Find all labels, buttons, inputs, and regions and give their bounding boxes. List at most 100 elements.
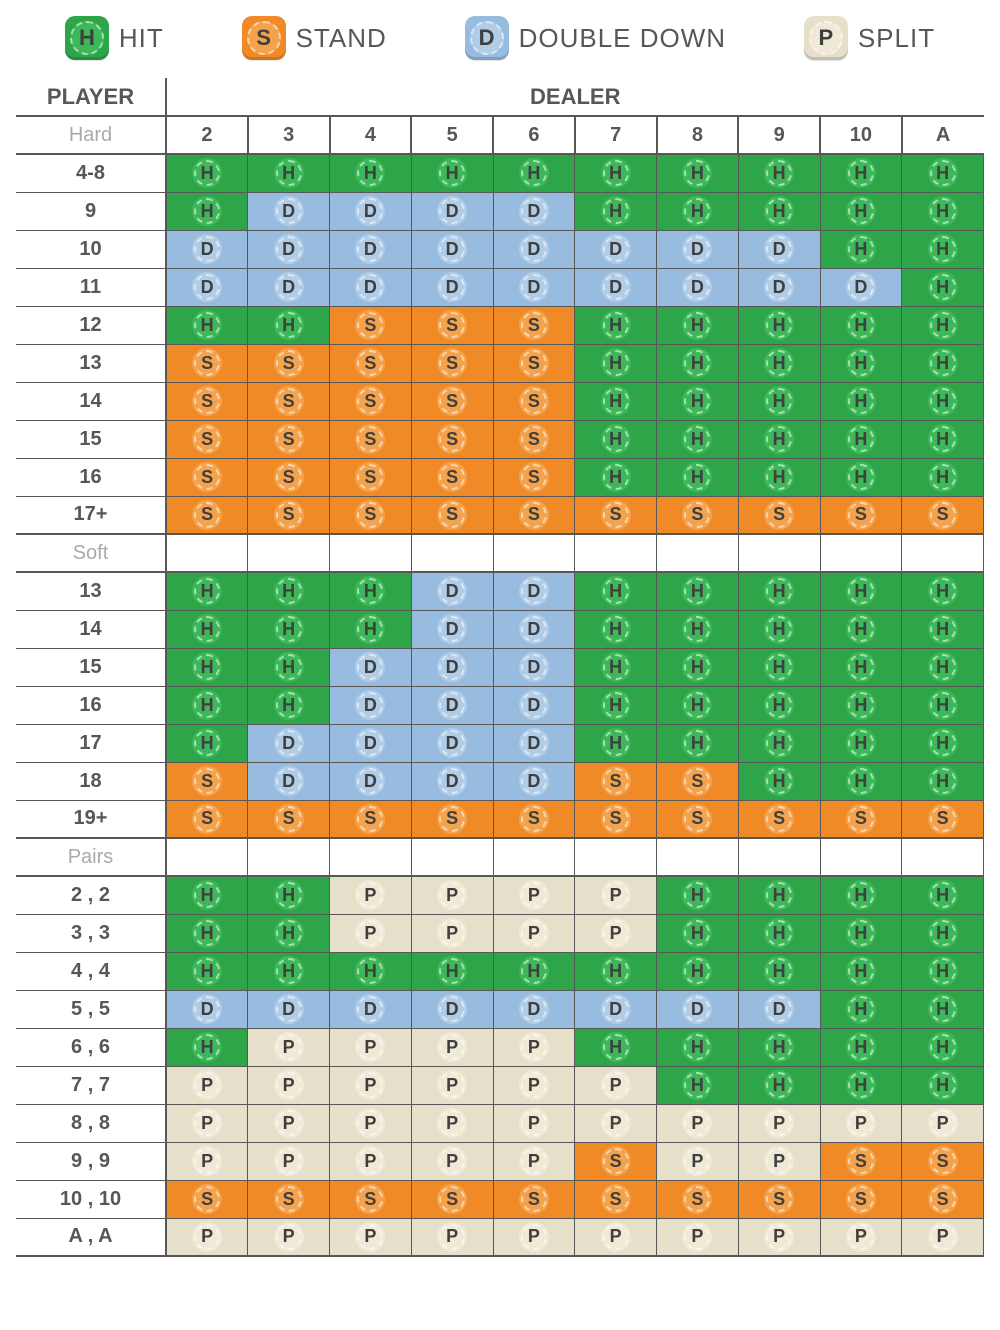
legend-item: PSPLIT [804, 16, 935, 60]
chip-S: S [519, 386, 549, 416]
legend-badge-D: D [465, 16, 509, 60]
chip-H: H [928, 310, 958, 340]
chip-P: P [519, 880, 549, 910]
chip-D: D [519, 614, 549, 644]
spacer-cell [330, 838, 412, 876]
row-label: A , A [16, 1218, 166, 1256]
action-cell-P: P [575, 1218, 657, 1256]
chip-H: H [192, 614, 222, 644]
action-cell-H: H [738, 686, 820, 724]
chip-H: H [601, 614, 631, 644]
chip-S: S [192, 500, 222, 530]
chip-P: P [437, 918, 467, 948]
chip-H: H [846, 994, 876, 1024]
action-cell-H: H [657, 382, 739, 420]
spacer-cell [248, 838, 330, 876]
chip-S: S [846, 804, 876, 834]
chip-S: S [355, 348, 385, 378]
row-label: 8 , 8 [16, 1104, 166, 1142]
action-cell-D: D [493, 724, 575, 762]
action-cell-S: S [575, 1142, 657, 1180]
chip-D: D [355, 196, 385, 226]
chip-H: H [274, 158, 304, 188]
action-cell-H: H [738, 1028, 820, 1066]
chip-D: D [274, 994, 304, 1024]
chip-H: H [928, 880, 958, 910]
action-cell-H: H [902, 306, 984, 344]
chip-P: P [519, 918, 549, 948]
action-cell-H: H [493, 154, 575, 192]
action-cell-D: D [248, 724, 330, 762]
dealer-col-10: 10 [820, 116, 902, 154]
chip-P: P [764, 1222, 794, 1252]
chip-S: S [355, 804, 385, 834]
action-cell-H: H [248, 952, 330, 990]
section-soft: Soft [16, 534, 166, 572]
chip-P: P [437, 1146, 467, 1176]
action-cell-S: S [166, 496, 248, 534]
action-cell-H: H [902, 990, 984, 1028]
action-cell-S: S [657, 762, 739, 800]
chip-P: P [928, 1222, 958, 1252]
action-cell-H: H [248, 648, 330, 686]
action-cell-S: S [166, 1180, 248, 1218]
action-cell-H: H [575, 420, 657, 458]
action-cell-D: D [493, 610, 575, 648]
action-cell-S: S [657, 1180, 739, 1218]
action-cell-H: H [820, 914, 902, 952]
action-cell-D: D [493, 268, 575, 306]
chip-P: P [437, 1222, 467, 1252]
chip-H: H [682, 1032, 712, 1062]
chip-H: H [274, 576, 304, 606]
chip-S: S [355, 310, 385, 340]
action-cell-D: D [166, 990, 248, 1028]
action-cell-P: P [575, 1104, 657, 1142]
chip-D: D [682, 994, 712, 1024]
chip-S: S [682, 804, 712, 834]
chip-H: H [519, 956, 549, 986]
legend-badge-H: H [65, 16, 109, 60]
chip-H: H [682, 690, 712, 720]
chip-S: S [437, 348, 467, 378]
action-cell-D: D [411, 610, 493, 648]
chip-H: H [682, 652, 712, 682]
action-cell-S: S [902, 1180, 984, 1218]
action-cell-H: H [738, 914, 820, 952]
action-cell-P: P [820, 1104, 902, 1142]
action-cell-H: H [902, 952, 984, 990]
dealer-header: DEALER [166, 78, 984, 116]
action-cell-S: S [575, 762, 657, 800]
action-cell-H: H [902, 458, 984, 496]
chip-H: H [928, 1070, 958, 1100]
chip-H: H [846, 348, 876, 378]
chip-D: D [437, 652, 467, 682]
chip-H: H [764, 158, 794, 188]
chip-H: H [928, 576, 958, 606]
chip-H: H [601, 348, 631, 378]
chip-H: H [846, 158, 876, 188]
action-cell-H: H [166, 686, 248, 724]
action-cell-H: H [902, 724, 984, 762]
row-label: 9 , 9 [16, 1142, 166, 1180]
action-cell-S: S [575, 496, 657, 534]
chip-H: H [274, 614, 304, 644]
chip-H: H [928, 766, 958, 796]
action-cell-S: S [330, 344, 412, 382]
chip-H: H [846, 1070, 876, 1100]
chip-H: H [764, 690, 794, 720]
dealer-col-4: 4 [330, 116, 412, 154]
spacer-cell [738, 534, 820, 572]
chip-H: H [928, 956, 958, 986]
action-cell-P: P [493, 1218, 575, 1256]
action-cell-H: H [738, 724, 820, 762]
chip-P: P [355, 1032, 385, 1062]
action-cell-H: H [166, 876, 248, 914]
chip-H: H [764, 196, 794, 226]
action-cell-P: P [411, 1218, 493, 1256]
action-cell-H: H [657, 1028, 739, 1066]
action-cell-H: H [820, 1066, 902, 1104]
chip-H: H [601, 424, 631, 454]
dealer-col-8: 8 [657, 116, 739, 154]
dealer-col-A: A [902, 116, 984, 154]
action-cell-D: D [738, 230, 820, 268]
